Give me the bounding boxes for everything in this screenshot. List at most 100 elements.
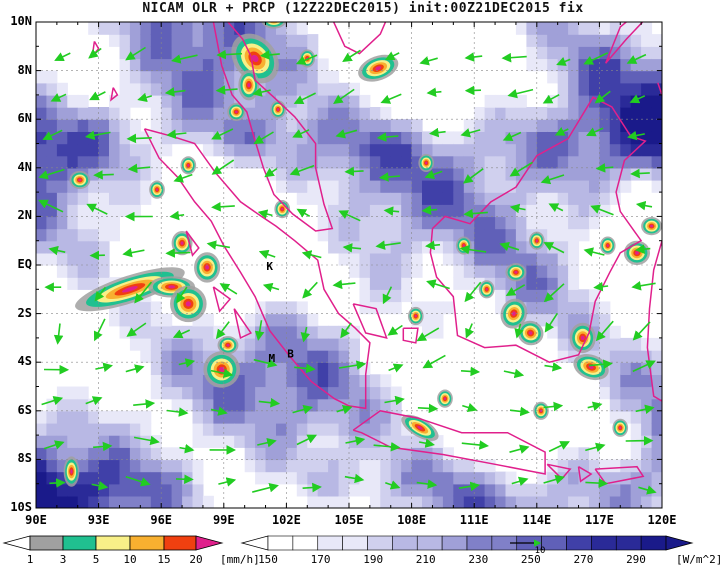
olr-cell — [161, 325, 173, 339]
olr-cell — [296, 301, 308, 315]
olr-cell — [119, 82, 131, 96]
olr-cell — [620, 58, 632, 72]
wind-vector — [133, 435, 160, 446]
olr-cell — [526, 289, 538, 303]
olr-cell — [349, 459, 360, 473]
olr-cell — [56, 483, 68, 497]
olr-cell — [568, 471, 580, 485]
olr-cell — [589, 107, 600, 120]
olr-cell — [56, 82, 68, 96]
olr-cell — [202, 313, 214, 327]
olr-cell — [474, 471, 486, 485]
olr-cell — [317, 422, 329, 436]
precip-blob — [155, 188, 159, 191]
olr-cell — [255, 398, 267, 412]
olr-cell — [589, 94, 600, 108]
precip-blob — [425, 161, 428, 165]
olr-cell — [432, 180, 444, 193]
olr-cell — [557, 483, 569, 497]
olr-cell — [296, 471, 308, 485]
olr-cell — [276, 447, 287, 461]
olr-cell — [401, 265, 413, 278]
coastline — [352, 303, 388, 339]
olr-cell — [77, 398, 89, 412]
olr-cell — [109, 143, 120, 157]
olr-cell — [98, 143, 110, 157]
olr-cell — [265, 34, 277, 47]
olr-cell — [296, 107, 308, 120]
olr-cell — [328, 131, 340, 145]
olr-cell — [223, 34, 235, 47]
olr-cell — [536, 192, 548, 205]
olr-cell — [286, 34, 298, 47]
olr-cell — [328, 398, 340, 412]
olr-cell — [46, 398, 58, 412]
olr-cell — [609, 362, 621, 375]
wind-vector — [54, 52, 71, 62]
olr-cell — [307, 398, 319, 412]
olr-cell — [171, 350, 183, 363]
olr-cell — [46, 216, 58, 230]
olr-cell — [338, 119, 350, 132]
olr-cell — [557, 350, 569, 363]
olr-cell — [328, 374, 340, 388]
olr-cell — [234, 410, 246, 424]
wind-vector — [542, 93, 560, 104]
lat-tick-label: 2N — [17, 208, 32, 223]
wind-vector — [211, 128, 234, 140]
olr-cell — [609, 325, 621, 339]
olr-cell — [171, 447, 183, 461]
olr-cell — [380, 107, 392, 120]
olr-cell — [515, 495, 527, 508]
olr-cell — [67, 143, 79, 157]
olr-cell — [359, 265, 371, 278]
olr-cell — [255, 422, 267, 436]
olr-cell — [536, 277, 548, 290]
olr-cell — [651, 94, 662, 108]
precip-blob — [226, 343, 230, 347]
olr-cell — [390, 483, 402, 497]
olr-cell — [641, 495, 653, 508]
olr-cell — [349, 216, 360, 230]
olr-cell — [46, 192, 58, 205]
olr-cell — [401, 167, 413, 181]
olr-cell — [578, 167, 590, 181]
olr-cell — [526, 119, 538, 132]
olr-cell — [67, 192, 79, 205]
olr-cell — [422, 180, 433, 193]
olr-cell — [338, 374, 350, 388]
wind-vector — [210, 368, 234, 378]
olr-cell — [641, 82, 653, 96]
olr-cell — [505, 495, 517, 508]
olr-cell — [67, 483, 79, 497]
olr-cell — [651, 131, 662, 145]
olr-cell — [484, 495, 496, 508]
olr-cell — [349, 94, 360, 108]
olr-cell — [630, 155, 642, 169]
olr-cell — [36, 119, 47, 132]
olr-cell — [547, 216, 559, 230]
olr-cell — [515, 180, 527, 193]
olr-cell — [317, 459, 329, 473]
olr-cell — [202, 350, 214, 363]
olr-cell — [77, 240, 89, 254]
precip-blob — [414, 314, 417, 318]
wind-vector — [302, 281, 318, 299]
precip-colorbar-swatch — [62, 535, 97, 551]
olr-cell — [620, 459, 632, 473]
olr-cell — [568, 167, 580, 181]
olr-cell — [171, 82, 183, 96]
olr-cell — [568, 155, 580, 169]
olr-cell — [515, 107, 527, 120]
wind-vector — [416, 479, 438, 489]
wind-vector — [384, 395, 405, 406]
olr-cell — [641, 410, 653, 424]
olr-cell — [46, 435, 58, 448]
olr-cell — [88, 447, 100, 461]
olr-cell — [317, 410, 329, 424]
olr-cell — [296, 350, 308, 363]
olr-cell — [557, 34, 569, 47]
olr-cell — [129, 70, 141, 84]
olr-cell — [265, 143, 277, 157]
olr-cell — [442, 204, 454, 218]
